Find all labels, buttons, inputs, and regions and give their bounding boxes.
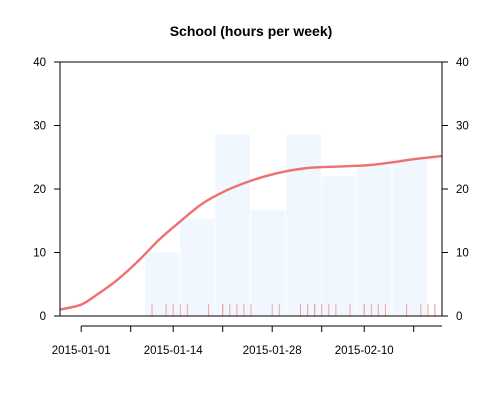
x-tick-label: 2015-02-10 — [335, 345, 394, 357]
y-tick-label-right: 10 — [456, 248, 469, 260]
bar — [215, 134, 250, 316]
y-tick-label-left: 10 — [33, 248, 46, 260]
x-axis: 2015-01-01 2015-01-14 2015-01-28 2015-02-10 — [52, 325, 442, 357]
y-tick-label-right: 20 — [456, 184, 469, 196]
y-tick-label-right: 30 — [456, 121, 469, 133]
y-tick-label-left: 20 — [33, 184, 46, 196]
x-tick-label: 2015-01-28 — [243, 345, 302, 357]
rug-marks — [151, 304, 443, 316]
x-tick-label: 2015-01-01 — [52, 345, 111, 357]
bar — [357, 164, 392, 316]
y-tick-label-left: 40 — [33, 57, 46, 69]
bar — [251, 210, 286, 316]
bars — [144, 134, 427, 316]
y-tick-label-right: 40 — [456, 57, 469, 69]
y-tick-label-left: 30 — [33, 121, 46, 133]
y-tick-label-left: 0 — [40, 311, 46, 323]
bar — [286, 134, 321, 316]
bar — [180, 218, 215, 316]
x-tick-label: 2015-01-14 — [144, 345, 203, 357]
bar — [321, 176, 357, 316]
smooth-trend-line — [59, 154, 443, 311]
y-tick-label-right: 0 — [456, 311, 462, 323]
chart-title: School (hours per week) — [170, 23, 333, 39]
bar — [144, 252, 180, 316]
y-axis-left: 0 10 20 30 40 — [33, 57, 60, 323]
y-axis-right: 0 10 20 30 40 — [442, 57, 469, 323]
bar — [392, 158, 427, 316]
